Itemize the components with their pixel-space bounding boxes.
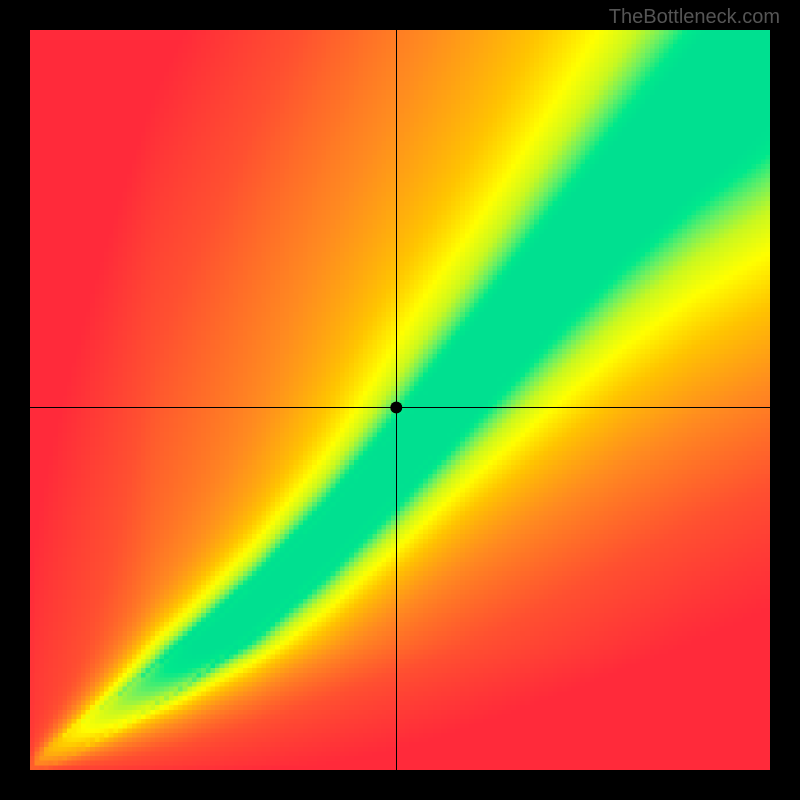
- chart-container: TheBottleneck.com: [0, 0, 800, 800]
- watermark-text: TheBottleneck.com: [609, 6, 780, 29]
- overlay-canvas: [30, 30, 770, 770]
